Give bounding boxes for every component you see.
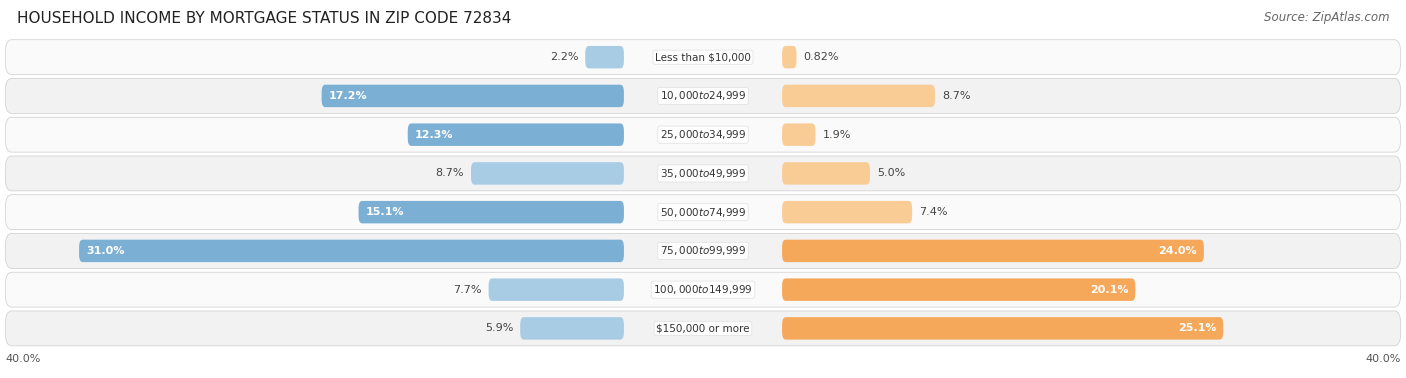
Text: 20.1%: 20.1% [1090,285,1129,294]
Text: 7.7%: 7.7% [453,285,481,294]
Text: Less than $10,000: Less than $10,000 [655,52,751,62]
Text: 1.9%: 1.9% [823,130,851,139]
Text: $25,000 to $34,999: $25,000 to $34,999 [659,128,747,141]
FancyBboxPatch shape [6,79,1400,113]
Text: 17.2%: 17.2% [329,91,367,101]
Text: $50,000 to $74,999: $50,000 to $74,999 [659,206,747,218]
Text: 25.1%: 25.1% [1178,324,1216,333]
FancyBboxPatch shape [79,240,624,262]
Text: 40.0%: 40.0% [1365,353,1400,364]
FancyBboxPatch shape [6,311,1400,346]
Text: 40.0%: 40.0% [6,353,41,364]
FancyBboxPatch shape [782,46,796,68]
FancyBboxPatch shape [6,195,1400,229]
FancyBboxPatch shape [322,85,624,107]
FancyBboxPatch shape [782,85,935,107]
FancyBboxPatch shape [782,124,815,146]
Text: 7.4%: 7.4% [920,207,948,217]
Text: 5.0%: 5.0% [877,169,905,178]
Text: 8.7%: 8.7% [436,169,464,178]
FancyBboxPatch shape [6,156,1400,191]
FancyBboxPatch shape [782,162,870,184]
FancyBboxPatch shape [408,124,624,146]
FancyBboxPatch shape [6,117,1400,152]
Text: 31.0%: 31.0% [86,246,125,256]
Text: $100,000 to $149,999: $100,000 to $149,999 [654,283,752,296]
FancyBboxPatch shape [782,317,1223,339]
Text: Source: ZipAtlas.com: Source: ZipAtlas.com [1264,11,1389,24]
Text: 12.3%: 12.3% [415,130,453,139]
FancyBboxPatch shape [489,279,624,301]
Text: 8.7%: 8.7% [942,91,970,101]
Text: 0.82%: 0.82% [804,52,839,62]
FancyBboxPatch shape [6,234,1400,268]
Text: $75,000 to $99,999: $75,000 to $99,999 [659,245,747,257]
Text: $10,000 to $24,999: $10,000 to $24,999 [659,90,747,102]
Text: $35,000 to $49,999: $35,000 to $49,999 [659,167,747,180]
FancyBboxPatch shape [359,201,624,223]
Text: 2.2%: 2.2% [550,52,578,62]
FancyBboxPatch shape [782,240,1204,262]
FancyBboxPatch shape [782,279,1136,301]
Text: HOUSEHOLD INCOME BY MORTGAGE STATUS IN ZIP CODE 72834: HOUSEHOLD INCOME BY MORTGAGE STATUS IN Z… [17,11,512,26]
FancyBboxPatch shape [520,317,624,339]
Text: 15.1%: 15.1% [366,207,404,217]
Text: $150,000 or more: $150,000 or more [657,324,749,333]
FancyBboxPatch shape [585,46,624,68]
Text: 5.9%: 5.9% [485,324,513,333]
FancyBboxPatch shape [471,162,624,184]
FancyBboxPatch shape [6,40,1400,74]
FancyBboxPatch shape [782,201,912,223]
Text: 24.0%: 24.0% [1159,246,1197,256]
FancyBboxPatch shape [6,272,1400,307]
